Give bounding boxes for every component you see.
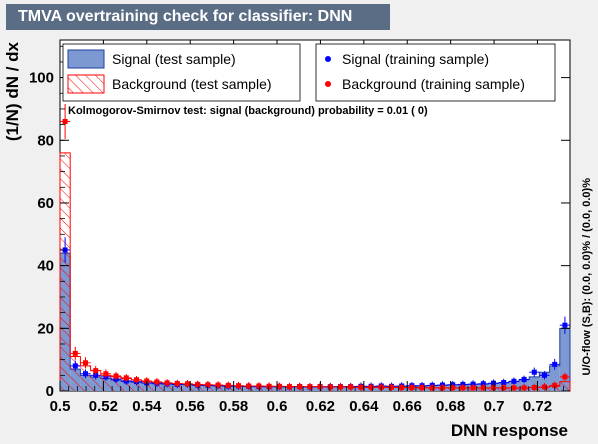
x-tick-label: 0.56	[176, 398, 205, 415]
background-training-point	[478, 384, 489, 391]
x-axis-title: DNN response	[451, 421, 568, 440]
background-training-point	[559, 372, 570, 381]
y-tick-label: 80	[37, 132, 54, 149]
signal-training-point	[559, 316, 570, 334]
background-training-point	[366, 383, 377, 391]
x-tick-label: 0.66	[393, 398, 422, 415]
background-training-point	[304, 382, 315, 391]
signal-test-bin	[549, 365, 560, 391]
background-training-point	[508, 384, 519, 391]
background-training-point	[151, 378, 162, 386]
background-training-point	[162, 379, 173, 387]
background-training-point	[325, 383, 336, 391]
y-tick-label: 60	[37, 195, 54, 212]
background-training-point	[121, 373, 132, 382]
background-training-point	[447, 384, 458, 391]
legend-marker-signal-training	[325, 56, 331, 62]
background-test-bin	[111, 376, 122, 391]
signal-training-point	[508, 377, 519, 386]
background-training-point	[437, 384, 448, 391]
background-training-point	[192, 380, 203, 389]
background-training-point	[243, 382, 254, 390]
signal-training-point	[519, 375, 530, 384]
background-training-point	[233, 381, 244, 390]
background-training-point	[223, 381, 234, 390]
legend-swatch-background-test	[67, 74, 105, 94]
legend-marker-background-training	[325, 81, 331, 87]
background-training-point	[80, 357, 91, 369]
background-training-point	[131, 375, 142, 384]
background-training-point	[182, 380, 193, 388]
chart-title: TMVA overtraining check for classifier: …	[6, 4, 390, 30]
background-training-point	[274, 382, 285, 391]
y-tick-label: 100	[29, 70, 54, 87]
background-test-bin	[90, 370, 101, 391]
y-tick-label: 20	[37, 320, 54, 337]
background-training-point	[213, 381, 224, 389]
legend-box-training	[315, 43, 556, 102]
y-tick-label: 0	[46, 383, 54, 400]
x-tick-label: 0.68	[436, 398, 465, 415]
x-tick-label: 0.64	[349, 398, 379, 415]
background-training-point	[335, 383, 346, 391]
background-test-bin	[60, 152, 71, 391]
signal-training-point	[539, 371, 550, 380]
background-training-point	[488, 384, 499, 391]
y-axis-title: (1/N) dN / dx	[3, 41, 22, 141]
background-training-point	[90, 365, 101, 376]
signal-training-point	[80, 369, 91, 379]
x-tick-label: 0.62	[306, 398, 335, 415]
legend-label-background-test: Background (test sample)	[112, 76, 272, 92]
background-training-point	[386, 383, 397, 391]
signal-training-point	[549, 358, 560, 370]
background-test-bin	[70, 356, 81, 391]
legend-swatch-signal-test	[67, 49, 105, 69]
background-training-point	[70, 346, 81, 360]
background-test-bin	[131, 380, 142, 391]
signal-training-point	[529, 367, 540, 377]
x-tick-label: 0.52	[89, 398, 118, 415]
signal-test-bin	[539, 372, 550, 391]
ks-test-annotation: Kolmogorov-Smirnov test: signal (backgro…	[68, 105, 428, 117]
legend-label-signal-training: Signal (training sample)	[342, 51, 489, 67]
x-tick-label: 0.54	[132, 398, 162, 415]
background-training-point	[519, 384, 530, 391]
x-tick-label: 0.7	[484, 398, 505, 415]
x-tick-label: 0.72	[523, 398, 552, 415]
legend-label-background-training: Background (training sample)	[342, 76, 525, 92]
background-training-point	[498, 384, 509, 391]
x-tick-label: 0.5	[50, 398, 71, 415]
background-training-point	[345, 383, 356, 391]
background-training-point	[406, 383, 417, 391]
background-training-point	[539, 383, 550, 391]
x-tick-label: 0.6	[267, 398, 288, 415]
background-training-point	[253, 382, 264, 390]
background-test-bin	[80, 365, 91, 391]
background-training-point	[417, 383, 428, 391]
y-tick-label: 40	[37, 258, 54, 275]
signal-training-point	[70, 360, 81, 372]
background-training-point	[100, 369, 111, 379]
legend-label-signal-test: Signal (test sample)	[112, 51, 236, 67]
background-training-point	[60, 104, 71, 139]
overflow-annotation: U/O-flow (S,B): (0.0, 0.0)% / (0.0, 0.0)…	[581, 178, 593, 376]
background-training-point	[111, 371, 122, 381]
background-test-bin	[100, 375, 111, 391]
background-training-point	[264, 382, 275, 391]
x-tick-label: 0.58	[219, 398, 248, 415]
background-test-bin	[559, 381, 570, 391]
signal-test-bin	[559, 328, 570, 391]
background-training-point	[172, 379, 183, 388]
background-training-point	[427, 384, 438, 391]
